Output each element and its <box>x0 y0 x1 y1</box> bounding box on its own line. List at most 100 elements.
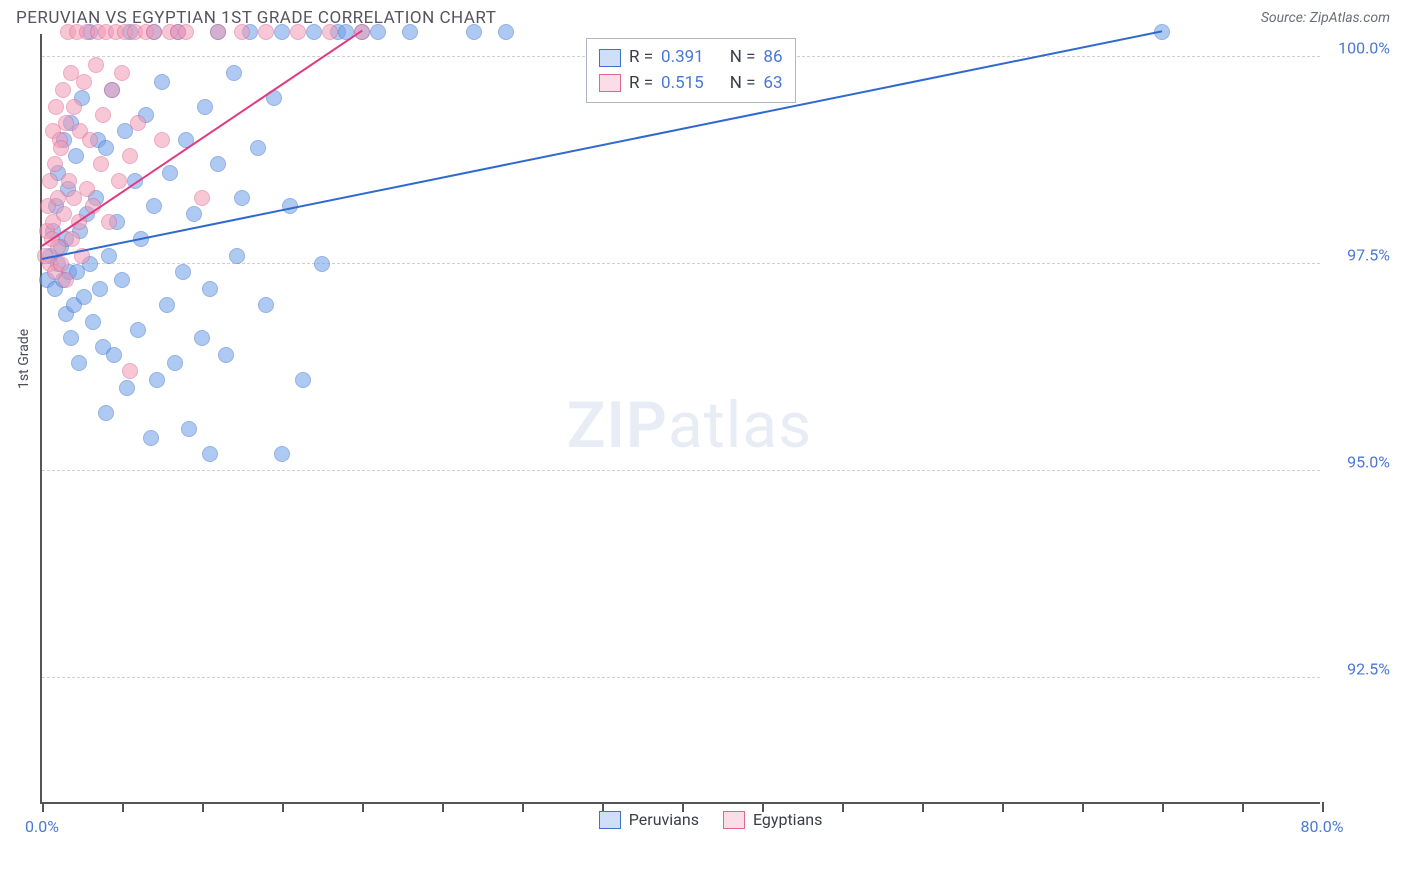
scatter-point <box>306 24 322 40</box>
scatter-point <box>295 372 311 388</box>
x-tick-label: 80.0% <box>1301 817 1344 836</box>
scatter-point <box>149 372 165 388</box>
x-tick <box>1082 802 1084 812</box>
n-value: 86 <box>763 45 782 71</box>
scatter-point <box>71 355 87 371</box>
scatter-point <box>186 206 202 222</box>
r-value: 0.515 <box>661 71 704 97</box>
scatter-point <box>146 198 162 214</box>
y-tick-label: 100.0% <box>1330 38 1390 57</box>
series-name: Egyptians <box>753 808 822 832</box>
scatter-point <box>175 264 191 280</box>
scatter-point <box>76 74 92 90</box>
scatter-point <box>114 65 130 81</box>
scatter-point <box>234 24 250 40</box>
scatter-point <box>98 405 114 421</box>
scatter-point <box>85 314 101 330</box>
scatter-point <box>290 24 306 40</box>
scatter-point <box>68 148 84 164</box>
scatter-point <box>98 140 114 156</box>
series-legend: Peruvians Egyptians <box>599 808 823 832</box>
legend-swatch <box>723 811 745 829</box>
series-name: Peruvians <box>629 808 699 832</box>
scatter-point <box>63 330 79 346</box>
source-prefix: Source: <box>1261 10 1310 26</box>
chart-source: Source: ZipAtlas.com <box>1261 10 1390 26</box>
scatter-point <box>79 181 95 197</box>
r-label: R = <box>629 71 653 97</box>
scatter-point <box>218 347 234 363</box>
x-tick <box>362 802 364 812</box>
x-tick <box>1242 802 1244 812</box>
scatter-point <box>194 190 210 206</box>
y-tick-label: 95.0% <box>1330 452 1390 471</box>
legend-swatch <box>599 74 621 92</box>
scatter-point <box>258 24 274 40</box>
scatter-point <box>210 24 226 40</box>
scatter-point <box>101 214 117 230</box>
scatter-point <box>53 256 69 272</box>
scatter-point <box>322 24 338 40</box>
scatter-point <box>130 115 146 131</box>
scatter-point <box>53 140 69 156</box>
source-name: ZipAtlas.com <box>1310 10 1390 26</box>
y-tick-label: 97.5% <box>1330 245 1390 264</box>
x-tick <box>122 802 124 812</box>
r-label: R = <box>629 45 653 71</box>
scatter-point <box>146 24 162 40</box>
scatter-point <box>274 24 290 40</box>
scatter-point <box>210 156 226 172</box>
scatter-point <box>111 173 127 189</box>
scatter-point <box>466 24 482 40</box>
watermark: ZIPatlas <box>567 388 812 463</box>
scatter-point <box>274 446 290 462</box>
scatter-point <box>50 190 66 206</box>
n-label: N = <box>730 71 756 97</box>
scatter-point <box>47 156 63 172</box>
scatter-point <box>106 347 122 363</box>
scatter-point <box>250 140 266 156</box>
x-tick <box>922 802 924 812</box>
x-tick <box>42 802 44 812</box>
y-axis-label: 1st Grade <box>16 329 32 389</box>
legend-swatch <box>599 811 621 829</box>
scatter-point <box>197 99 213 115</box>
stats-legend-row: R = 0.391N = 86 <box>599 45 783 71</box>
chart-area: 1st Grade 92.5%95.0%97.5%100.0%0.0%80.0%… <box>40 34 1406 804</box>
x-tick <box>1162 802 1164 812</box>
x-tick <box>202 802 204 812</box>
scatter-point <box>58 272 74 288</box>
gridline-h <box>42 470 1320 471</box>
y-tick-label: 92.5% <box>1330 659 1390 678</box>
scatter-point <box>162 165 178 181</box>
scatter-point <box>229 248 245 264</box>
scatter-point <box>181 421 197 437</box>
legend-swatch <box>599 49 621 67</box>
scatter-point <box>194 330 210 346</box>
scatter-point <box>498 24 514 40</box>
scatter-point <box>159 297 175 313</box>
scatter-point <box>114 272 130 288</box>
x-tick <box>842 802 844 812</box>
scatter-point <box>202 446 218 462</box>
scatter-point <box>64 231 80 247</box>
scatter-point <box>55 82 71 98</box>
scatter-point <box>76 289 92 305</box>
n-value: 63 <box>763 71 782 97</box>
scatter-point <box>167 355 183 371</box>
scatter-point <box>119 380 135 396</box>
scatter-point <box>66 99 82 115</box>
scatter-point <box>226 65 242 81</box>
scatter-point <box>402 24 418 40</box>
x-tick <box>442 802 444 812</box>
r-value: 0.391 <box>661 45 704 71</box>
scatter-point <box>202 281 218 297</box>
scatter-point <box>370 24 386 40</box>
scatter-point <box>122 148 138 164</box>
x-tick-label: 0.0% <box>25 817 59 836</box>
scatter-point <box>48 99 64 115</box>
gridline-h <box>42 677 1320 678</box>
scatter-point <box>234 190 250 206</box>
scatter-point <box>61 173 77 189</box>
x-tick <box>1002 802 1004 812</box>
